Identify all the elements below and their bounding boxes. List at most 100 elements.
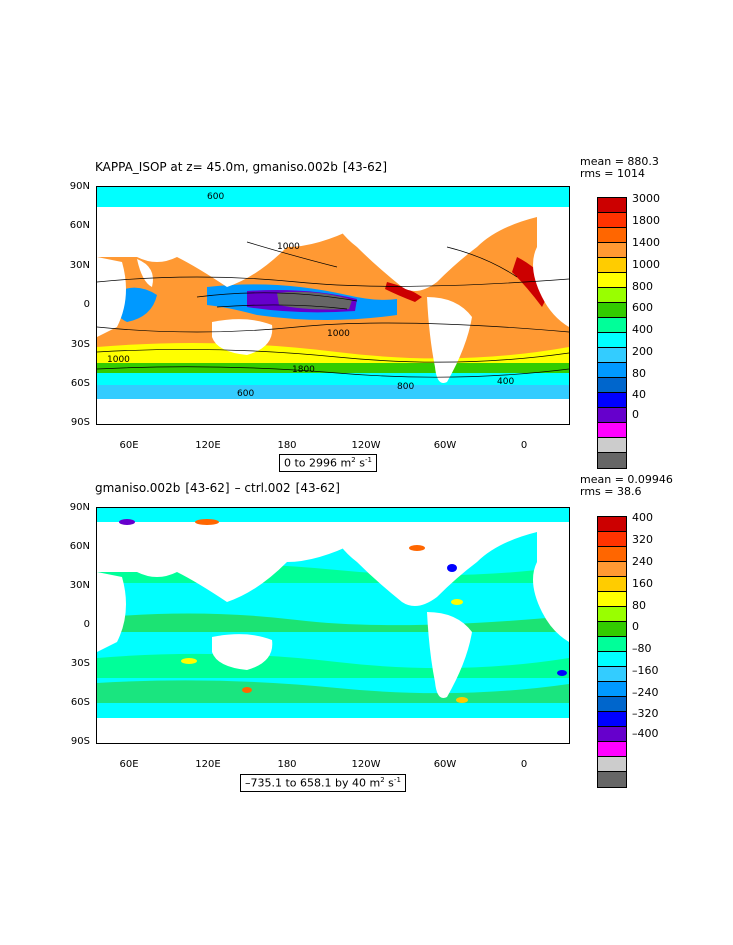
colorbar-label: 800 [632, 280, 653, 293]
colorbar-label: 160 [632, 577, 653, 590]
colorbar-label: –400 [632, 727, 659, 740]
range-unit-sup: 2 [351, 456, 356, 464]
colorbar-label: 200 [632, 345, 653, 358]
contour-label: 400 [497, 377, 515, 387]
colorbar-label: –240 [632, 686, 659, 699]
colorbar-label: –320 [632, 707, 659, 720]
colorbar-swatch [598, 408, 626, 423]
lon-label: 180 [277, 440, 297, 451]
colorbar-label: 3000 [632, 192, 660, 205]
colorbar-swatch [598, 273, 626, 288]
colorbar-swatch [598, 562, 626, 577]
contour-label: 1000 [107, 355, 130, 365]
colorbar-label: 0 [632, 408, 639, 421]
colorbar-label: 40 [632, 388, 646, 401]
colorbar-label: 400 [632, 323, 653, 336]
colorbar-swatch [598, 393, 626, 408]
contour-label: 1000 [327, 329, 350, 339]
lon-label: 180 [277, 759, 297, 770]
range-unit-sup: 2 [380, 776, 385, 784]
colorbar-label: 400 [632, 511, 653, 524]
lon-label: 60W [433, 759, 457, 770]
range-text: 0 to 2996 m [284, 456, 352, 470]
lat-label: 90N [69, 502, 90, 513]
colorbar-swatch [598, 727, 626, 742]
colorbar-swatch [598, 742, 626, 757]
colorbar-swatch [598, 637, 626, 652]
top-colorbar [597, 197, 627, 469]
lat-label: 60N [69, 220, 90, 231]
colorbar-swatch [598, 547, 626, 562]
colorbar-label: 320 [632, 533, 653, 546]
colorbar-label: 1800 [632, 214, 660, 227]
colorbar-swatch [598, 682, 626, 697]
colorbar-label: 0 [632, 620, 639, 633]
lat-label: 60S [70, 697, 90, 708]
top-mean: mean = 880.3 [580, 155, 659, 168]
top-panel-title: KAPPA_ISOP at z= 45.0m, gmaniso.002b [43… [95, 160, 388, 174]
lon-label: 0 [520, 759, 528, 770]
lon-label: 120W [351, 759, 381, 770]
lon-label: 0 [520, 440, 528, 451]
colorbar-swatch [598, 697, 626, 712]
bottom-panel-title: gmaniso.002b [43-62] – ctrl.002 [43-62] [95, 481, 340, 495]
colorbar-swatch [598, 198, 626, 213]
contour-label: 600 [237, 389, 255, 399]
colorbar-label: 1400 [632, 236, 660, 249]
colorbar-swatch [598, 243, 626, 258]
bottom-map [96, 507, 570, 744]
colorbar-swatch [598, 423, 626, 438]
bottom-colorbar [597, 516, 627, 788]
colorbar-swatch [598, 577, 626, 592]
colorbar-label: –80 [632, 642, 652, 655]
lat-label: 90N [69, 181, 90, 192]
lat-label: 30S [70, 339, 90, 350]
lat-label: 30N [69, 260, 90, 271]
colorbar-swatch [598, 652, 626, 667]
lon-label: 120E [195, 440, 221, 451]
lat-label: 90S [70, 417, 90, 428]
colorbar-label: 80 [632, 599, 646, 612]
bottom-range-box: –735.1 to 658.1 by 40 m2 s-1 [240, 774, 406, 792]
colorbar-swatch [598, 607, 626, 622]
colorbar-swatch [598, 667, 626, 682]
colorbar-swatch [598, 438, 626, 453]
colorbar-swatch [598, 333, 626, 348]
colorbar-swatch [598, 772, 626, 787]
range-unit-sup: -1 [393, 776, 401, 784]
lat-label: 30S [70, 658, 90, 669]
colorbar-swatch [598, 517, 626, 532]
contour-label: 1000 [277, 242, 300, 252]
colorbar-label: 1000 [632, 258, 660, 271]
colorbar-swatch [598, 288, 626, 303]
contour-label: 1800 [292, 365, 315, 375]
top-map-field [97, 187, 569, 424]
lon-label: 120W [351, 440, 381, 451]
range-unit-mid: s [384, 776, 394, 790]
lon-label: 120E [195, 759, 221, 770]
range-unit-mid: s [355, 456, 365, 470]
colorbar-swatch [598, 453, 626, 468]
lat-label: 30N [69, 580, 90, 591]
lon-label: 60E [119, 759, 139, 770]
colorbar-label: –160 [632, 664, 659, 677]
colorbar-swatch [598, 363, 626, 378]
lat-label: 60N [69, 541, 90, 552]
top-rms: rms = 1014 [580, 167, 645, 180]
colorbar-label: 600 [632, 301, 653, 314]
colorbar-swatch [598, 592, 626, 607]
colorbar-swatch [598, 228, 626, 243]
bottom-rms: rms = 38.6 [580, 485, 642, 498]
colorbar-swatch [598, 318, 626, 333]
colorbar-swatch [598, 712, 626, 727]
colorbar-swatch [598, 622, 626, 637]
lon-label: 60E [119, 440, 139, 451]
top-range-box: 0 to 2996 m2 s-1 [279, 454, 377, 472]
top-map: 1000 1000 600 1000 1800 400 800 600 [96, 186, 570, 425]
colorbar-swatch [598, 258, 626, 273]
colorbar-swatch [598, 348, 626, 363]
colorbar-swatch [598, 303, 626, 318]
contour-label: 600 [207, 192, 225, 202]
range-text: –735.1 to 658.1 by 40 m [245, 776, 381, 790]
colorbar-swatch [598, 757, 626, 772]
